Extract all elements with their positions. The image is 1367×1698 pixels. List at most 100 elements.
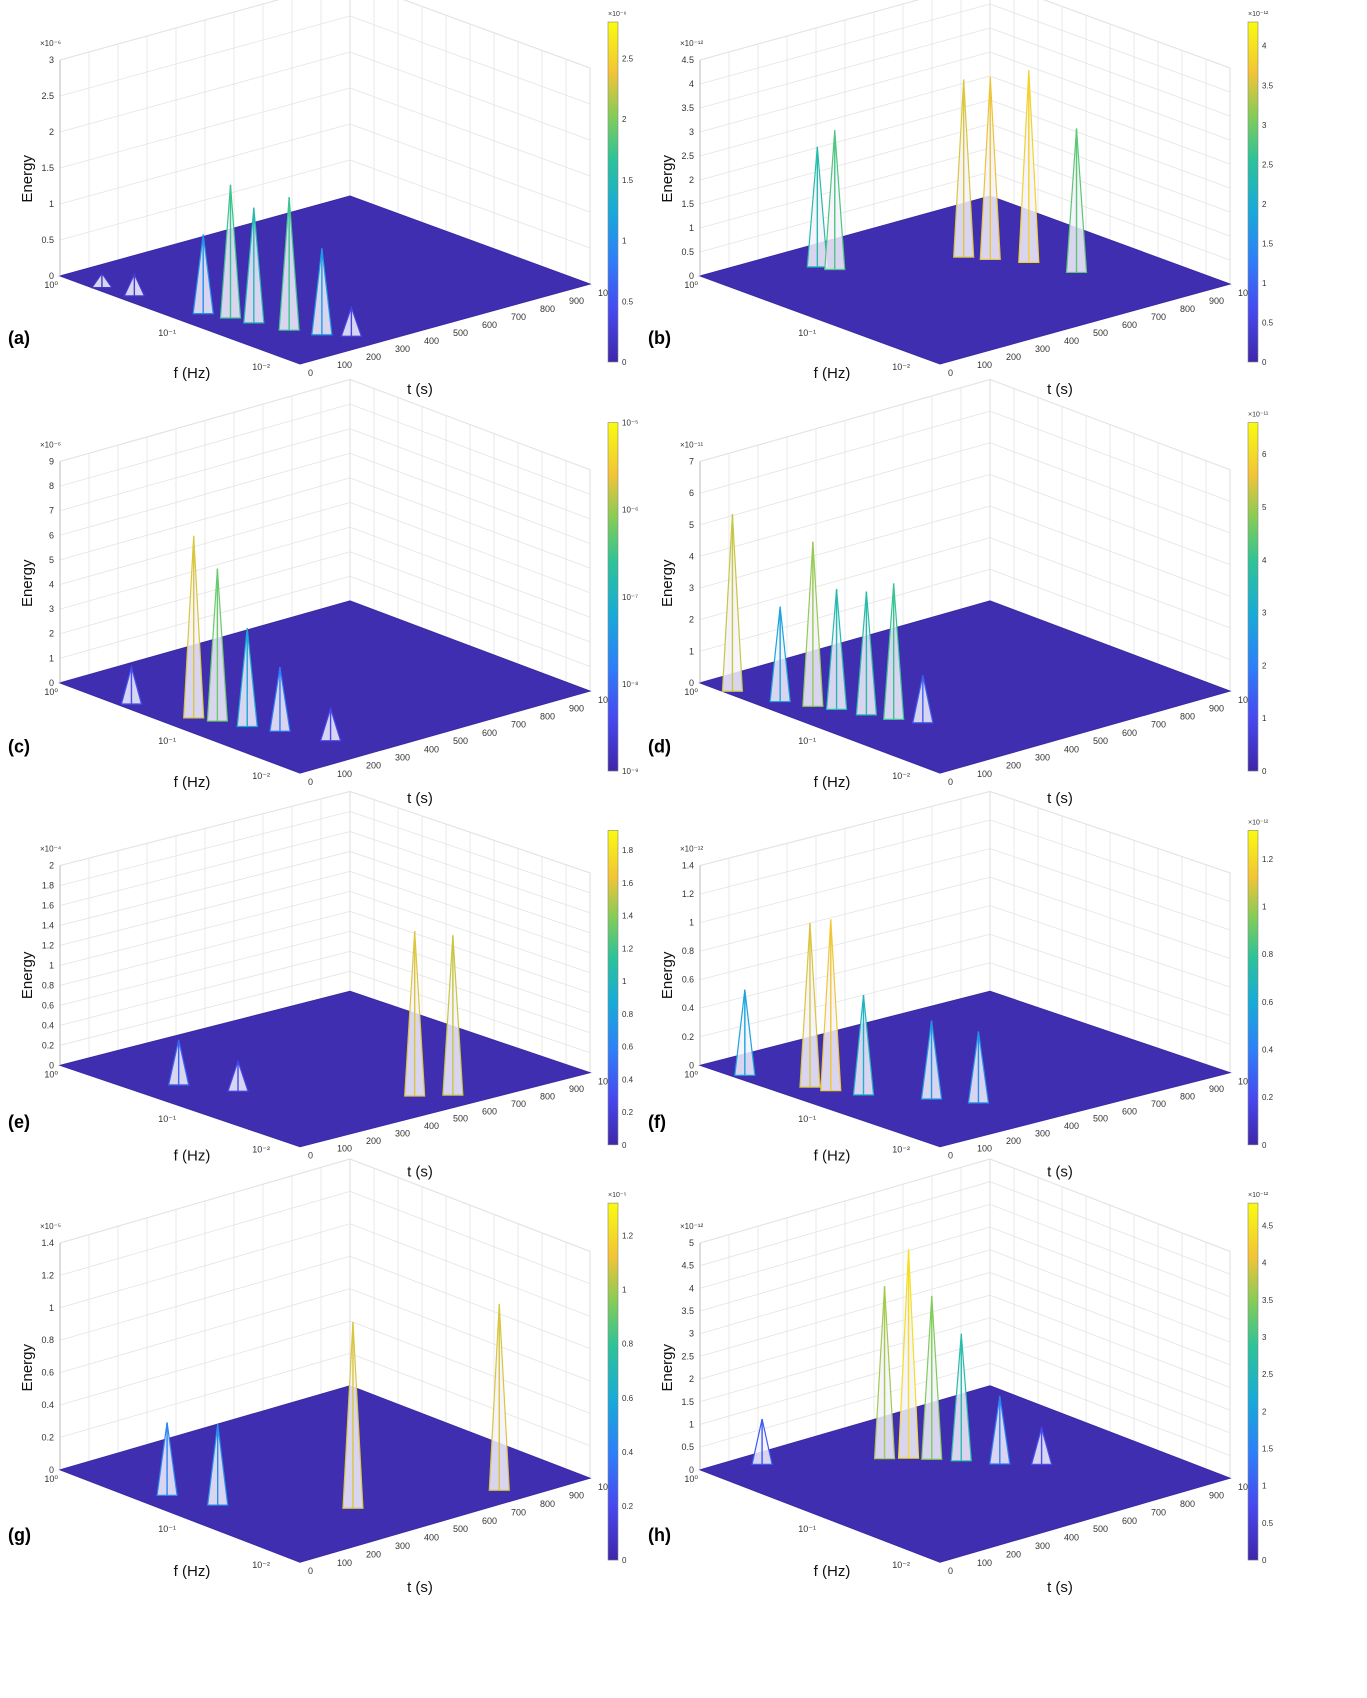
grid-line (349, 911, 591, 994)
colorbar-tick-label: 10⁻⁹ (622, 767, 639, 776)
t-tick-label: 800 (1180, 304, 1195, 314)
grid-line (349, 1191, 591, 1285)
colorbar-tick-label: 0.5 (1262, 318, 1274, 327)
z-tick-label: 1.2 (682, 889, 694, 899)
t-tick-label: 400 (1064, 336, 1079, 346)
t-axis-label: t (s) (1047, 790, 1073, 807)
f-tick-label: 10⁻² (892, 362, 910, 372)
z-tick-label: 2.5 (681, 151, 694, 161)
z-scale-exponent: ×10⁻¹² (680, 1222, 703, 1231)
colorbar-tick-label: 1 (1262, 1482, 1267, 1491)
colorbar (607, 422, 619, 772)
grid-line (699, 1317, 991, 1403)
grid-line (699, 3, 991, 85)
t-tick-label: 0 (948, 368, 953, 378)
surface-floor (58, 1385, 592, 1563)
z-tick-label: 0 (689, 678, 694, 688)
f-tick-label: 10⁻¹ (158, 1114, 176, 1124)
z-tick-label: 0 (689, 271, 694, 281)
grid-line (59, 1158, 351, 1244)
z-tick-label: 0.4 (42, 1020, 54, 1030)
colorbar-exponent: ×10⁻¹² (1248, 1192, 1269, 1199)
z-scale-exponent: ×10⁻⁵ (40, 1222, 61, 1231)
grid-line (989, 848, 1231, 931)
grid-line (59, 1320, 351, 1406)
grid-line (699, 568, 991, 652)
panel-letter: (g) (8, 1525, 31, 1545)
t-tick-label: 900 (569, 296, 584, 306)
t-tick-label: 100 (977, 360, 992, 370)
colorbar (607, 830, 619, 1146)
grid-line (989, 505, 1231, 597)
t-axis-label: t (s) (407, 381, 433, 398)
colorbar-tick-label: 2.5 (1262, 1370, 1274, 1379)
colorbar-tick-label: 1.5 (622, 176, 634, 185)
z-tick-label: 3 (689, 1329, 694, 1339)
z-tick-label: 0 (49, 678, 54, 688)
z-tick-label: 1.4 (42, 920, 54, 930)
t-tick-label: 700 (1151, 312, 1166, 322)
colorbar-tick-label: 0.2 (622, 1108, 634, 1117)
z-scale-exponent: ×10⁻⁶ (40, 441, 61, 450)
z-tick-label: 4.5 (681, 1261, 694, 1271)
t-tick-label: 100 (337, 769, 352, 779)
t-tick-label: 700 (511, 1099, 526, 1109)
f-tick-label: 10⁰ (684, 1069, 698, 1079)
t-tick-label: 0 (948, 777, 953, 787)
chart-panel-g: 00.20.40.60.811.21.4×10⁻⁵Energy10⁰10⁻¹10… (8, 1158, 634, 1596)
chart-panel-a: 0 0.5 1 1.5 2 2.5 3 ×10⁻⁶ Energy 10⁰ 10⁻¹ 10⁻² f (Hz… (8, 0, 634, 398)
peaks (751, 1249, 1053, 1465)
grid-line (59, 51, 351, 133)
grid-line (699, 1158, 991, 1244)
axes-grid (59, 378, 591, 692)
z-tick-label: 0.8 (682, 946, 694, 956)
z-tick-label: 1.5 (681, 199, 694, 209)
grid-line (699, 51, 991, 133)
z-tick-label: 1.5 (41, 163, 54, 173)
grid-line (349, 452, 591, 544)
grid-line (349, 1320, 591, 1414)
axes-grid (699, 1158, 1231, 1479)
grid-line (989, 1317, 1231, 1411)
t-tick-label: 300 (395, 344, 410, 354)
z-tick-label: 4 (689, 551, 694, 561)
colorbar-exponent: ×10⁻¹² (1248, 819, 1269, 826)
colorbar-exponent: ×10⁻¹¹ (1248, 412, 1269, 419)
t-tick-label: 700 (511, 1507, 526, 1517)
grid-line (989, 962, 1231, 1045)
z-tick-label: 1 (49, 1303, 54, 1313)
grid-line (349, 159, 591, 249)
z-tick-label: 2 (49, 127, 54, 137)
colorbar-tick-label: 10⁻⁷ (622, 593, 638, 602)
grid-line (59, 452, 351, 536)
grid-line (989, 27, 1231, 117)
z-axis-label: Energy (19, 1343, 36, 1391)
colorbar-tick-label: 0 (1262, 358, 1267, 367)
axes-grid (59, 1158, 591, 1479)
z-tick-label: 0.5 (681, 1442, 694, 1452)
grid-line (349, 15, 591, 105)
grid-line (699, 1362, 991, 1448)
grid-line (989, 1272, 1231, 1366)
grid-line (699, 1226, 991, 1312)
z-tick-label: 0 (49, 1060, 54, 1070)
grid-line (349, 87, 591, 177)
t-tick-label: 500 (1093, 328, 1108, 338)
t-tick-label: 400 (1064, 744, 1079, 754)
z-tick-label: 4 (49, 580, 54, 590)
grid-line (989, 1226, 1231, 1320)
colorbar-tick-label: 10⁻⁶ (622, 506, 638, 515)
z-tick-label: 1 (689, 918, 694, 928)
grid-line (59, 87, 351, 169)
z-axis-label: Energy (659, 559, 676, 607)
t-tick-label: 500 (1093, 1114, 1108, 1124)
grid-line (989, 474, 1231, 565)
t-tick-label: 700 (1151, 720, 1166, 730)
z-axis-label: Energy (659, 155, 676, 203)
t-tick-label: 800 (1180, 712, 1195, 722)
peaks (156, 1303, 510, 1509)
z-tick-label: 1.6 (42, 900, 54, 910)
z-tick-label: 0.6 (42, 1000, 54, 1010)
grid-line (59, 477, 351, 561)
